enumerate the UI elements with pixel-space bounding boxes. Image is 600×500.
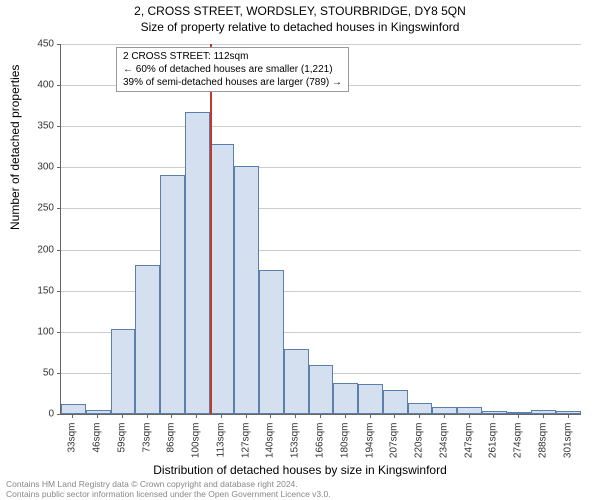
histogram-bar xyxy=(457,407,482,414)
ytick-label: 150 xyxy=(24,285,54,296)
histogram-bar xyxy=(210,144,235,415)
chart-title-line2: Size of property relative to detached ho… xyxy=(0,18,600,34)
ytick-label: 400 xyxy=(24,80,54,91)
histogram-bar xyxy=(358,384,383,414)
annotation-box: 2 CROSS STREET: 112sqm ← 60% of detached… xyxy=(116,47,349,92)
xtick-label: 140sqm xyxy=(265,423,276,469)
xtick-label: 220sqm xyxy=(414,423,425,469)
xtick-label: 46sqm xyxy=(92,423,103,469)
footer-line1: Contains HM Land Registry data © Crown c… xyxy=(6,479,331,489)
xtick-label: 59sqm xyxy=(116,423,127,469)
annot-line1: 2 CROSS STREET: 112sqm xyxy=(123,50,342,63)
y-axis-label: Number of detached properties xyxy=(8,65,22,230)
plot-area: 2 CROSS STREET: 112sqm ← 60% of detached… xyxy=(60,44,580,414)
histogram-bar xyxy=(111,329,136,414)
histogram-bar xyxy=(408,403,433,414)
histogram-bar xyxy=(333,383,358,414)
histogram-bar xyxy=(234,166,259,414)
xtick-label: 274sqm xyxy=(513,423,524,469)
ytick-label: 100 xyxy=(24,326,54,337)
histogram-bar xyxy=(160,175,185,414)
histogram-bar xyxy=(135,265,160,414)
xtick-label: 207sqm xyxy=(389,423,400,469)
ytick-label: 0 xyxy=(24,409,54,420)
xtick-label: 73sqm xyxy=(141,423,152,469)
xtick-label: 301sqm xyxy=(562,423,573,469)
xtick-label: 166sqm xyxy=(315,423,326,469)
histogram-bar xyxy=(556,411,581,414)
xtick-label: 113sqm xyxy=(215,423,226,469)
ytick-label: 200 xyxy=(24,244,54,255)
xtick-label: 234sqm xyxy=(438,423,449,469)
histogram-bar xyxy=(383,390,408,414)
histogram-bar xyxy=(309,365,334,414)
ytick-label: 50 xyxy=(24,367,54,378)
ytick-label: 300 xyxy=(24,162,54,173)
xtick-label: 288sqm xyxy=(537,423,548,469)
histogram-bar xyxy=(185,112,210,414)
ytick-label: 450 xyxy=(24,39,54,50)
ytick-label: 350 xyxy=(24,121,54,132)
footer-line2: Contains public sector information licen… xyxy=(6,489,331,499)
x-axis-label: Distribution of detached houses by size … xyxy=(0,463,600,477)
xtick-label: 153sqm xyxy=(290,423,301,469)
ytick-label: 250 xyxy=(24,203,54,214)
xtick-label: 100sqm xyxy=(191,423,202,469)
chart-container: 2, CROSS STREET, WORDSLEY, STOURBRIDGE, … xyxy=(0,0,600,500)
footer: Contains HM Land Registry data © Crown c… xyxy=(6,479,331,499)
xtick-label: 180sqm xyxy=(339,423,350,469)
xtick-label: 261sqm xyxy=(488,423,499,469)
histogram-bar xyxy=(86,410,111,414)
reference-line xyxy=(210,44,212,414)
xtick-label: 194sqm xyxy=(364,423,375,469)
annot-line3: 39% of semi-detached houses are larger (… xyxy=(123,76,342,89)
histogram-bar xyxy=(259,270,284,414)
xtick-label: 86sqm xyxy=(166,423,177,469)
histogram-bar xyxy=(61,404,86,414)
histogram-bar xyxy=(531,410,556,414)
annot-line2: ← 60% of detached houses are smaller (1,… xyxy=(123,63,342,76)
histogram-bar xyxy=(432,407,457,414)
xtick-label: 33sqm xyxy=(67,423,78,469)
histogram-bar xyxy=(482,411,507,414)
histogram-bar xyxy=(284,349,309,414)
chart-title-line1: 2, CROSS STREET, WORDSLEY, STOURBRIDGE, … xyxy=(0,0,600,18)
xtick-label: 127sqm xyxy=(240,423,251,469)
xtick-label: 247sqm xyxy=(463,423,474,469)
histogram-bar xyxy=(507,412,532,414)
